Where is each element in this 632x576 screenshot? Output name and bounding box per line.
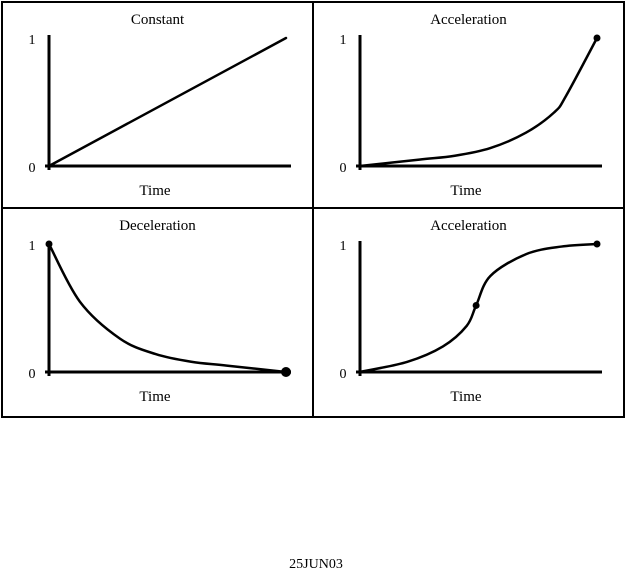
- y-tick-label: 1: [340, 33, 347, 48]
- series-line: [47, 242, 288, 374]
- panel-border: [312, 207, 625, 418]
- panel-1: Constant 0 1 Time: [1, 1, 314, 209]
- x-axis-label: Time: [450, 183, 481, 199]
- y-tick-label: 0: [29, 367, 36, 382]
- x-axis-label: Time: [139, 389, 170, 405]
- y-tick-label: 1: [340, 239, 347, 254]
- panel-4: Acceleration 0 1 Time: [312, 207, 625, 418]
- y-tick-label: 0: [29, 161, 36, 176]
- chart-title: Acceleration: [430, 218, 507, 234]
- x-axis-label: Time: [450, 389, 481, 405]
- panel-3: Deceleration 0 1 Time: [1, 207, 314, 418]
- chart-title: Deceleration: [119, 218, 196, 234]
- x-axis-label: Time: [139, 183, 170, 199]
- data-point: [472, 301, 480, 309]
- data-point: [593, 34, 601, 42]
- data-point: [45, 240, 53, 248]
- y-tick-label: 0: [340, 161, 347, 176]
- y-tick-label: 1: [29, 33, 36, 48]
- series-line: [47, 36, 288, 168]
- panel-2: Acceleration 0 1 Time: [312, 1, 625, 209]
- data-point: [281, 367, 291, 377]
- y-tick-label: 0: [340, 367, 347, 382]
- chart-title: Constant: [131, 12, 185, 28]
- data-point: [593, 240, 601, 248]
- series-line: [358, 36, 599, 168]
- chart-title: Acceleration: [430, 12, 507, 28]
- footer-code: 25JUN03: [289, 557, 343, 572]
- y-tick-label: 1: [29, 239, 36, 254]
